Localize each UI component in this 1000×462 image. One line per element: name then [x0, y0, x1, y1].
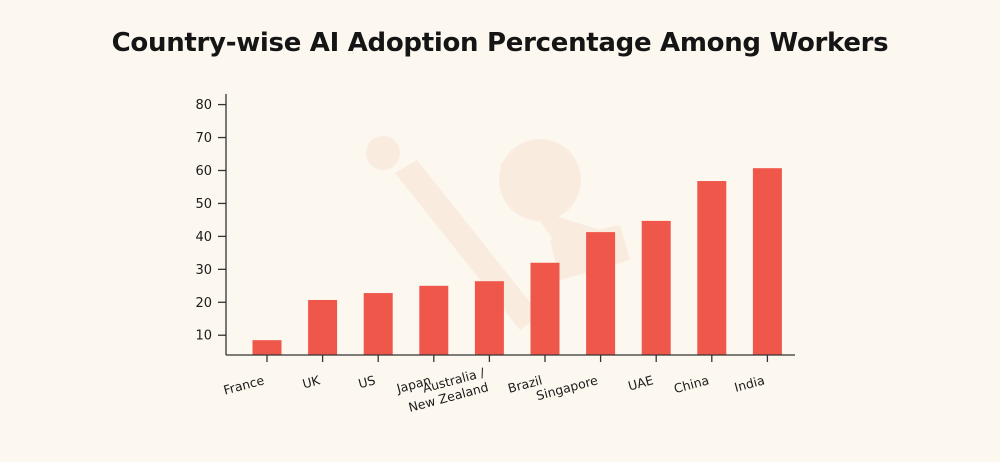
- svg-text:UAE: UAE: [626, 372, 655, 393]
- x-tick-label: US: [357, 372, 377, 391]
- y-tick-label: 60: [195, 164, 212, 179]
- y-tick-label: 10: [195, 329, 212, 344]
- y-tick-label: 80: [195, 98, 212, 113]
- x-tick-label: China: [672, 372, 710, 396]
- svg-text:Singapore: Singapore: [535, 372, 600, 403]
- bar: [641, 220, 671, 355]
- y-tick-label: 50: [195, 197, 212, 212]
- y-tick-label: 20: [195, 296, 212, 311]
- svg-text:India: India: [733, 372, 767, 394]
- x-tick-label: France: [222, 372, 266, 397]
- svg-text:China: China: [672, 372, 710, 396]
- bar: [419, 285, 449, 355]
- y-tick-label: 30: [195, 263, 212, 278]
- y-axis: 10 20 30 40 50 60 70 80: [195, 94, 227, 355]
- y-tick-label: 40: [195, 230, 212, 245]
- x-tick-label: UAE: [626, 372, 655, 393]
- svg-text:France: France: [222, 372, 266, 397]
- x-tick-label: Singapore: [535, 372, 600, 403]
- bar: [474, 281, 504, 355]
- bar: [697, 181, 727, 355]
- y-tick-label: 70: [195, 131, 212, 146]
- bar: [252, 340, 282, 355]
- svg-text:US: US: [357, 372, 377, 391]
- svg-text:UK: UK: [301, 372, 322, 391]
- chart-title: Country-wise AI Adoption Percentage Amon…: [111, 28, 889, 58]
- x-tick-label: UK: [301, 372, 322, 391]
- bars: [252, 168, 782, 355]
- bar: [586, 232, 616, 355]
- bar: [530, 262, 560, 355]
- bar: [363, 293, 393, 355]
- bar: [752, 168, 782, 355]
- bar: [308, 299, 338, 355]
- x-tick-label: India: [733, 372, 767, 394]
